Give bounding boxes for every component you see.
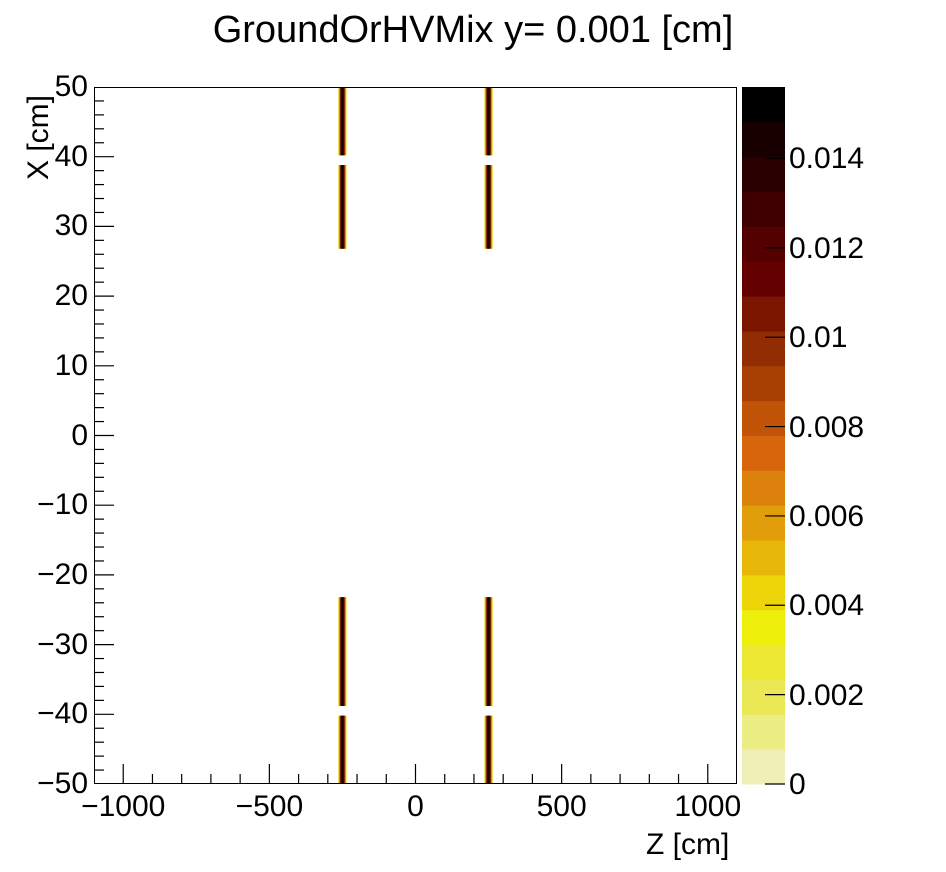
palette-band: [742, 400, 785, 436]
palette-band: [742, 156, 785, 193]
heatmap-cell-core: [487, 165, 490, 249]
x-tick-label: 0: [407, 790, 424, 823]
x-axis-title: Z [cm]: [646, 828, 730, 861]
palette-band: [742, 191, 785, 227]
palette-band: [742, 226, 785, 262]
x-tick-label: 1000: [674, 790, 742, 823]
y-tick-label: −30: [37, 627, 88, 661]
z-tick-label: 0.014: [789, 142, 865, 176]
chart-title: GroundOrHVMix y= 0.001 [cm]: [212, 9, 734, 51]
z-tick-label: 0.012: [789, 231, 865, 265]
palette-band: [742, 644, 785, 680]
heatmap-cell-core: [341, 165, 344, 249]
palette-band: [742, 749, 785, 785]
y-tick-label: 30: [54, 209, 88, 243]
y-tick-label: 40: [54, 139, 88, 173]
z-tick-label: 0.008: [789, 410, 865, 444]
x-tick-label: −500: [235, 790, 304, 823]
y-tick-label: 0: [71, 418, 88, 452]
palette-band: [742, 435, 785, 471]
palette-band: [742, 540, 785, 576]
y-tick-label: −20: [37, 557, 88, 591]
plot-frame: [94, 87, 737, 784]
y-tick-label: 20: [54, 279, 88, 313]
palette-band: [742, 505, 785, 541]
y-tick-label: −50: [37, 767, 88, 800]
palette-band: [742, 470, 785, 506]
palette-band: [742, 121, 785, 158]
heatmap-cell-core: [487, 597, 490, 706]
y-tick-label: 10: [54, 348, 88, 382]
palette-band: [742, 87, 785, 123]
heatmap-cell-core: [341, 715, 344, 784]
y-tick-label: −40: [37, 697, 88, 731]
z-tick-label: 0: [789, 768, 806, 801]
y-axis-title: X [cm]: [22, 94, 55, 180]
palette-band: [742, 609, 785, 646]
palette-band: [742, 574, 785, 611]
heatmap-cell-core: [341, 597, 344, 706]
y-tick-label: −10: [37, 488, 88, 522]
x-tick-label: −1000: [81, 790, 166, 823]
x-tick-label: 500: [536, 790, 587, 823]
z-tick-label: 0.004: [789, 589, 865, 623]
palette-band: [742, 330, 785, 367]
palette-band: [742, 714, 785, 750]
palette-band: [742, 261, 785, 297]
z-tick-label: 0.006: [789, 499, 865, 533]
palette-band: [742, 679, 785, 715]
z-tick-label: 0.01: [789, 321, 848, 355]
y-tick-label: 50: [54, 70, 88, 103]
heatmap-cell-core: [487, 715, 490, 784]
heatmap-cell-core: [487, 87, 490, 156]
z-tick-label: 0.002: [789, 678, 865, 712]
heatmap-cell-core: [341, 87, 344, 156]
palette-band: [742, 296, 785, 332]
palette-band: [742, 365, 785, 402]
